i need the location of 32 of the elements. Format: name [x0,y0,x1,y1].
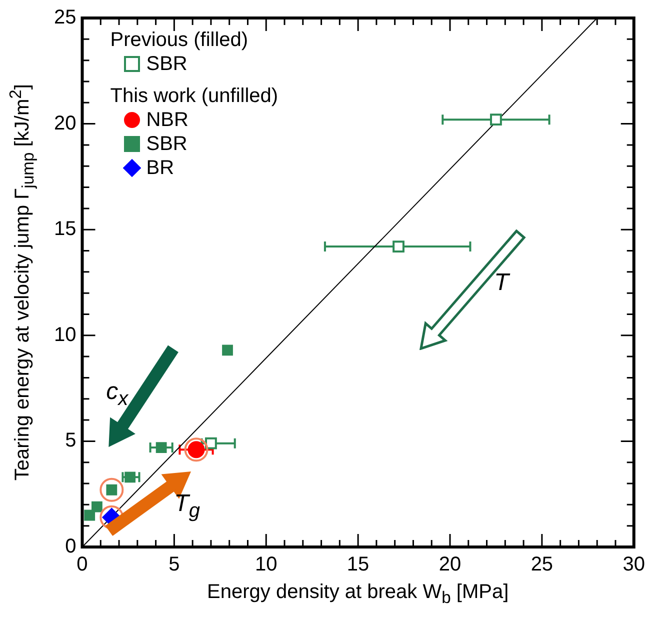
annotation: c$_{x}$ [106,378,128,411]
y-tick-label: 0 [65,536,76,558]
legend-label: SBR [146,52,188,76]
annotation: Previous (filled) [110,28,250,52]
y-tick-label: 15 [54,218,76,240]
y-tick-label: 20 [54,112,76,134]
y-tick-label: 5 [65,430,76,452]
point [100,478,124,502]
x-axis-title: Energy density at break W$_{b}$ [MPa] [207,581,509,608]
x-tick-label: 25 [530,554,554,576]
point [92,501,102,512]
y-tick-label: 10 [54,324,76,346]
legend-label: NBR [146,108,188,132]
point [156,442,167,453]
point [392,240,404,252]
point [124,472,136,483]
x-tick-label: 5 [168,554,180,576]
annotation: T [494,268,509,296]
x-tick-label: 15 [346,554,370,576]
point [84,510,96,521]
legend-label: BR [146,156,174,180]
y-tick-label: 25 [54,6,76,29]
point [184,438,208,462]
point [222,344,233,356]
x-tick-label: 20 [438,554,462,576]
legend-label: SBR [146,132,188,156]
x-tick-label: 30 [622,554,645,576]
point [205,437,217,450]
x-tick-label: 10 [255,554,278,576]
point [490,114,502,126]
annotation: T$_{g}$ [174,490,200,524]
annotation: This work (unfilled) [110,84,278,108]
